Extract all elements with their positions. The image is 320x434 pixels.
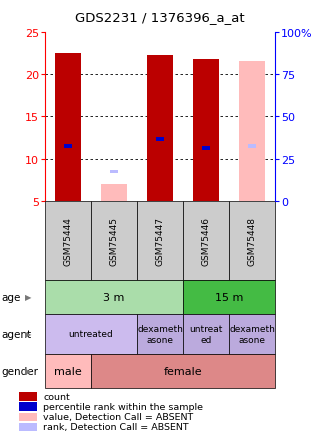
Text: ▶: ▶ [25, 367, 31, 375]
Bar [64, 145, 72, 149]
Text: GDS2231 / 1376396_a_at: GDS2231 / 1376396_a_at [75, 11, 245, 24]
Text: untreated: untreated [68, 330, 113, 339]
Text: gender: gender [2, 366, 39, 376]
Bar [193, 59, 219, 202]
Text: age: age [2, 293, 21, 302]
Text: GSM75448: GSM75448 [248, 217, 257, 265]
Text: GSM75444: GSM75444 [63, 217, 72, 265]
Bar [55, 54, 81, 202]
Text: agent: agent [2, 329, 32, 339]
Bar [110, 170, 118, 174]
Text: female: female [164, 366, 202, 376]
Text: ▶: ▶ [25, 330, 31, 339]
Text: count: count [43, 392, 70, 401]
Bar [202, 147, 210, 151]
Text: dexameth
asone: dexameth asone [229, 325, 275, 344]
Bar [137, 202, 183, 280]
Bar [45, 280, 183, 315]
Bar [239, 62, 265, 202]
Bar [147, 56, 173, 202]
Text: untreat
ed: untreat ed [189, 325, 223, 344]
Bar [137, 315, 183, 354]
Text: GSM75447: GSM75447 [156, 217, 164, 265]
Text: value, Detection Call = ABSENT: value, Detection Call = ABSENT [43, 412, 194, 421]
Text: GSM75445: GSM75445 [109, 217, 118, 265]
Bar [45, 354, 91, 388]
Text: GSM75446: GSM75446 [202, 217, 211, 265]
Bar [19, 413, 37, 421]
Bar [229, 202, 275, 280]
Text: rank, Detection Call = ABSENT: rank, Detection Call = ABSENT [43, 422, 189, 431]
Bar [183, 315, 229, 354]
Text: ▶: ▶ [25, 293, 31, 302]
Bar [183, 280, 275, 315]
Bar [229, 315, 275, 354]
Bar [248, 145, 256, 149]
Bar [91, 354, 275, 388]
Bar [156, 138, 164, 142]
Text: 3 m: 3 m [103, 293, 124, 302]
Bar [91, 202, 137, 280]
Bar [45, 315, 137, 354]
Bar [183, 202, 229, 280]
Bar [45, 202, 91, 280]
Bar [19, 392, 37, 401]
Text: 15 m: 15 m [215, 293, 243, 302]
Text: male: male [54, 366, 82, 376]
Bar [19, 403, 37, 411]
Text: percentile rank within the sample: percentile rank within the sample [43, 402, 203, 411]
Text: dexameth
asone: dexameth asone [137, 325, 183, 344]
Bar [101, 185, 127, 202]
Bar [19, 423, 37, 431]
